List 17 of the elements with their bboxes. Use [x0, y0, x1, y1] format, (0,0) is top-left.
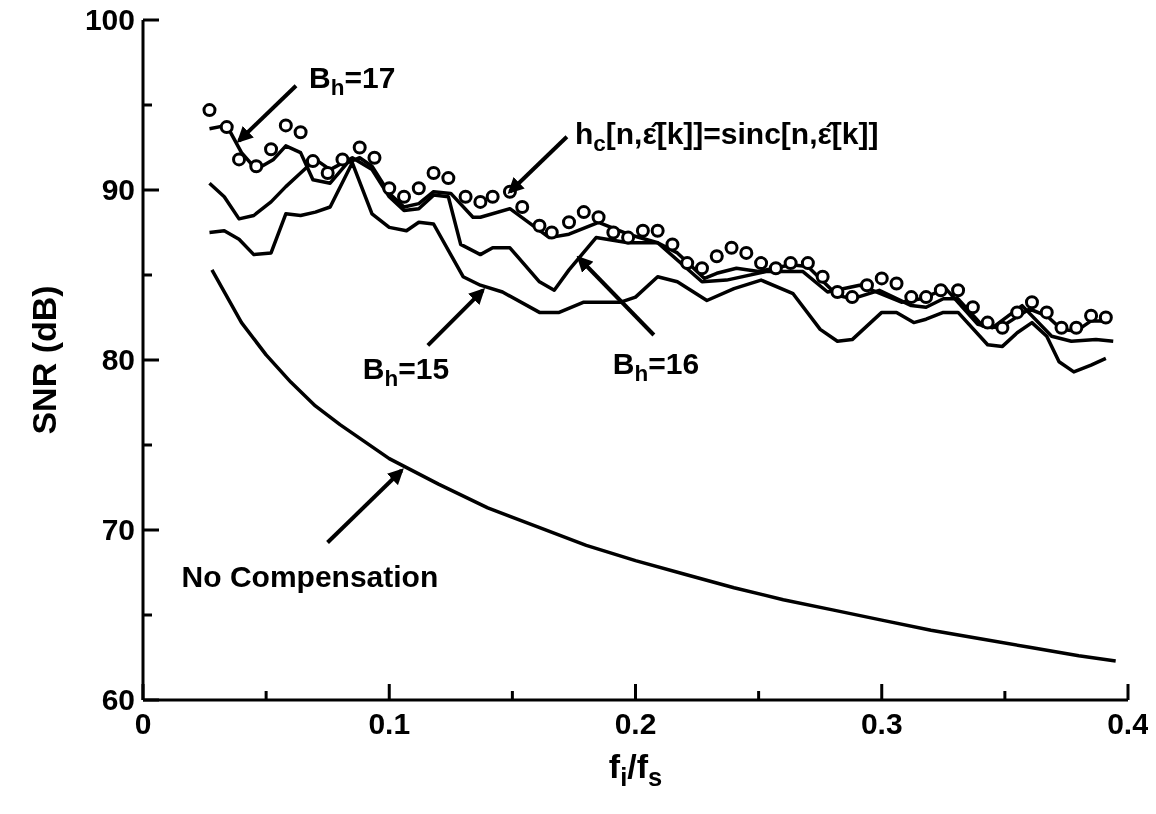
- y-tick-label: 60: [101, 683, 135, 716]
- x-tick-label: 0.2: [614, 707, 657, 740]
- x-tick-label: 0.4: [1107, 707, 1150, 740]
- y-tick-label: 90: [101, 173, 135, 206]
- annotation: B$_{h}$=15: [362, 352, 450, 392]
- y-tick-label: 80: [101, 343, 135, 376]
- annotation: No Compensation: [181, 559, 439, 593]
- annotation: B$_{h}$=17: [309, 60, 396, 100]
- y-axis-title: SNR (dB): [25, 285, 63, 435]
- x-axis-title: f$_{i}$/f$_{s}$: [608, 747, 663, 791]
- x-tick-label: 0.1: [368, 707, 411, 740]
- x-tick-label: 0.3: [860, 707, 903, 740]
- annotation: B$_{h}$=16: [612, 347, 700, 386]
- y-tick-label: 70: [101, 513, 135, 546]
- y-tick-label: 100: [84, 3, 135, 36]
- x-tick-label: 0: [134, 707, 152, 740]
- annotation: h$_{c}$[n,ε̂[k]]=sinc[n,ε̂[k]]: [574, 116, 879, 156]
